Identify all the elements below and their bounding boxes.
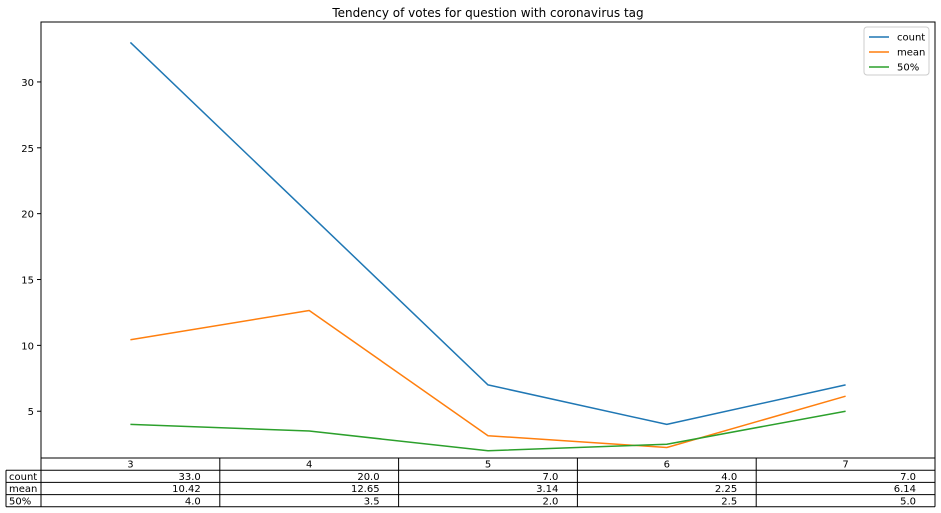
table-column-header: 6 xyxy=(664,460,670,471)
table-cell: 3.5 xyxy=(364,496,380,507)
y-tick-label: 10 xyxy=(21,341,34,352)
table-cell: 20.0 xyxy=(357,472,379,483)
series-line-0 xyxy=(129,41,846,426)
y-tick-label: 25 xyxy=(21,144,34,155)
table-row-label: count xyxy=(9,472,37,483)
table-cell: 10.42 xyxy=(172,484,201,495)
table-cell: 7.0 xyxy=(542,472,558,483)
table-cell: 4.0 xyxy=(185,496,201,507)
series-line-1 xyxy=(130,309,846,449)
table-cell: 2.5 xyxy=(721,496,737,507)
data-table: 3 4 5 6 7 count 33.0 20.0 7.0 4.0 7.0 mean 10.42 12.6… xyxy=(5,457,936,508)
table-cell: 33.0 xyxy=(179,472,201,483)
y-tick-label: 15 xyxy=(21,276,34,287)
plot-area xyxy=(40,21,936,459)
series-line-2 xyxy=(130,410,846,452)
table-cell: 6.14 xyxy=(894,484,916,495)
series-lines xyxy=(129,41,846,452)
y-tick-label: 30 xyxy=(21,78,34,89)
table-column-header: 3 xyxy=(127,460,133,471)
legend-label: mean xyxy=(897,48,925,59)
table-row-label: 50% xyxy=(9,496,31,507)
y-tick-label: 5 xyxy=(28,407,34,418)
table-column-header: 4 xyxy=(306,460,312,471)
table-cell: 12.65 xyxy=(351,484,380,495)
table-row-label: mean xyxy=(9,484,37,495)
legend-label: 50% xyxy=(897,63,919,74)
table-cell: 4.0 xyxy=(721,472,737,483)
table-cell: 2.0 xyxy=(542,496,558,507)
table-cell: 5.0 xyxy=(900,496,916,507)
legend: count mean 50% xyxy=(863,26,930,76)
table-cell: 2.25 xyxy=(715,484,737,495)
table-column-header: 5 xyxy=(485,460,491,471)
table-column-header: 7 xyxy=(842,460,848,471)
legend-box xyxy=(863,26,930,76)
table-cell: 7.0 xyxy=(900,472,916,483)
legend-label: count xyxy=(897,33,925,44)
table-cell: 3.14 xyxy=(536,484,558,495)
y-tick-label: 20 xyxy=(21,210,34,221)
y-axis: 5 10 15 20 25 30 xyxy=(21,78,41,418)
chart-title: Tendency of votes for question with coro… xyxy=(331,6,643,20)
